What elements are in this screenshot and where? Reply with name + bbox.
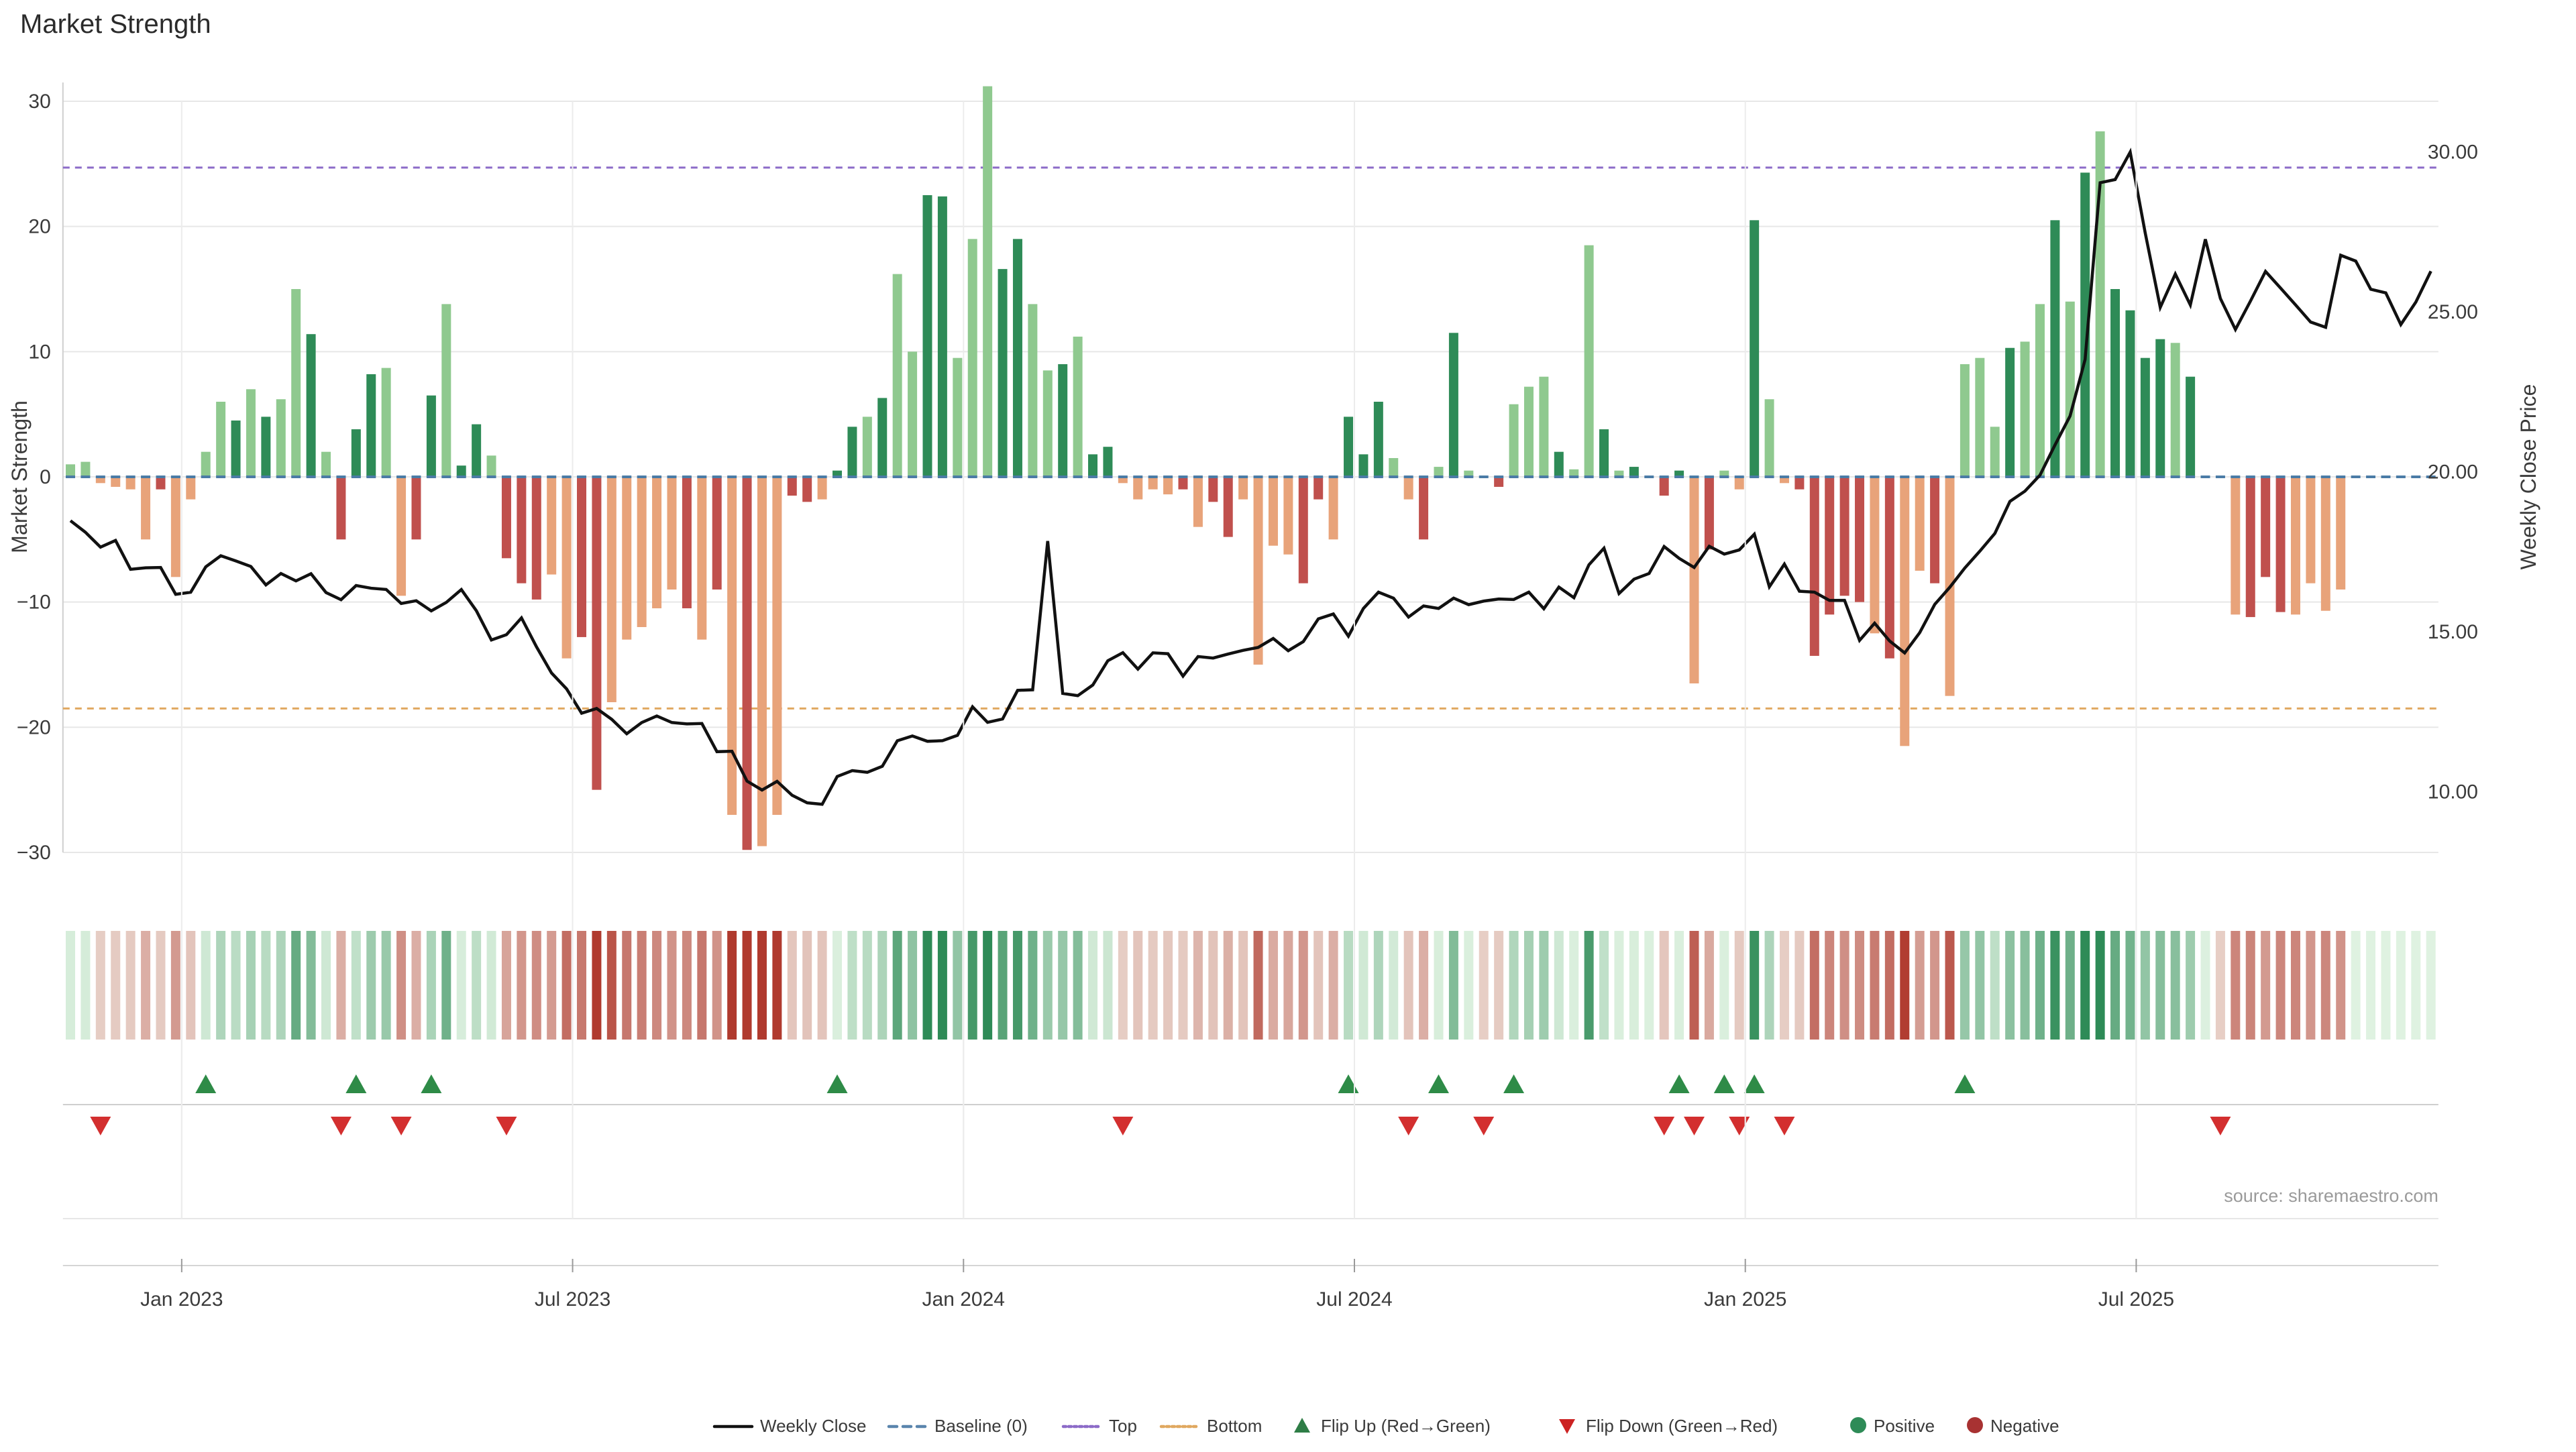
svg-text:Jan 2024: Jan 2024 — [922, 1288, 1005, 1310]
svg-text:Jan 2025: Jan 2025 — [1704, 1288, 1786, 1310]
svg-text:Jan 2023: Jan 2023 — [140, 1288, 223, 1310]
svg-text:Jul 2025: Jul 2025 — [2098, 1288, 2174, 1310]
svg-text:15.00: 15.00 — [2428, 621, 2478, 643]
svg-text:−10: −10 — [17, 592, 51, 614]
svg-text:Jul 2024: Jul 2024 — [1316, 1288, 1392, 1310]
svg-text:Weekly Close Price: Weekly Close Price — [2516, 384, 2540, 570]
svg-text:25.00: 25.00 — [2428, 301, 2478, 323]
svg-text:30.00: 30.00 — [2428, 142, 2478, 164]
svg-text:Baseline (0): Baseline (0) — [934, 1416, 1028, 1436]
svg-text:20: 20 — [28, 216, 50, 238]
svg-text:Top: Top — [1109, 1416, 1137, 1436]
svg-text:Weekly Close: Weekly Close — [760, 1416, 866, 1436]
svg-text:0: 0 — [40, 466, 51, 488]
svg-text:Positive: Positive — [1874, 1416, 1935, 1436]
svg-text:Flip Down (Green→Red): Flip Down (Green→Red) — [1586, 1416, 1778, 1436]
svg-text:Market Strength: Market Strength — [7, 400, 32, 553]
svg-text:−20: −20 — [17, 716, 51, 738]
svg-text:Bottom: Bottom — [1207, 1416, 1262, 1436]
svg-text:Jul 2023: Jul 2023 — [535, 1288, 610, 1310]
svg-text:10.00: 10.00 — [2428, 781, 2478, 803]
svg-text:Flip Up (Red→Green): Flip Up (Red→Green) — [1321, 1416, 1491, 1436]
svg-text:30: 30 — [28, 91, 50, 113]
svg-text:20.00: 20.00 — [2428, 461, 2478, 484]
svg-text:−30: −30 — [17, 842, 51, 864]
svg-text:10: 10 — [28, 341, 50, 363]
svg-text:source: sharemaestro.com: source: sharemaestro.com — [2224, 1186, 2438, 1206]
svg-text:Negative: Negative — [1990, 1416, 2059, 1436]
